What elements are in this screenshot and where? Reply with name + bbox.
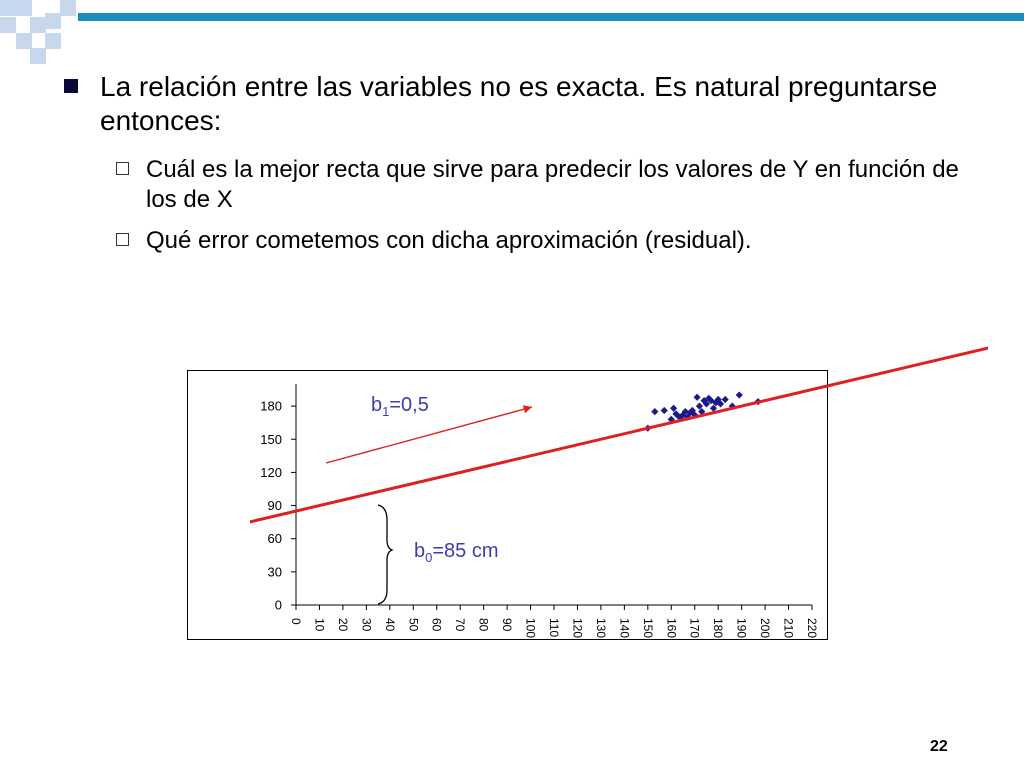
top-accent-bar — [78, 13, 1024, 21]
chart-frame — [187, 370, 828, 640]
sub-bullet-text-1: Cuál es la mejor recta que sirve para pr… — [146, 156, 959, 213]
page-number: 22 — [930, 738, 948, 755]
bullet-square-icon — [64, 79, 78, 93]
sub-bullet-text-2: Qué error cometemos con dicha aproximaci… — [146, 227, 752, 254]
bullet-text-main: La relación entre las variables no es ex… — [100, 71, 938, 136]
sub-bullet-box-icon — [116, 233, 129, 246]
sub-bullet-box-icon — [116, 162, 129, 175]
